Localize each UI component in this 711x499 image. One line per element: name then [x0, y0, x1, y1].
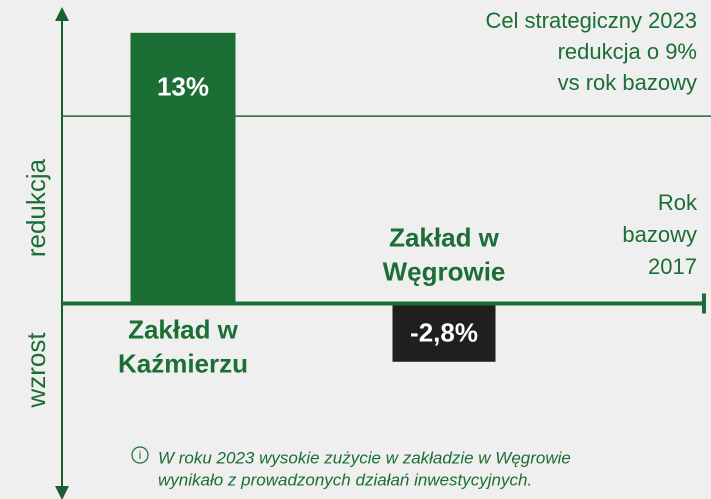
target-label: vs rok bazowy [558, 70, 697, 95]
note: wynikało z prowadzonych działań inwestyc… [158, 470, 532, 489]
value-label: 13% [157, 72, 209, 102]
info-icon-glyph: i [139, 448, 142, 462]
target-label: Cel strategiczny 2023 [485, 8, 697, 33]
target-label: redukcja o 9% [558, 39, 697, 64]
baseline-label: bazowy [622, 222, 697, 247]
axis-label: wzrost [21, 332, 51, 409]
category-label: Zakład w Węgrowie [383, 222, 506, 286]
bar [130, 32, 236, 304]
note: W roku 2023 wysokie zużycie w zakładzie … [158, 448, 571, 467]
category-label: Zakład w Kaźmierzu [118, 314, 248, 378]
axis-label: redukcja [21, 158, 51, 257]
info-icon [131, 446, 149, 464]
bar [392, 303, 496, 362]
baseline-label: Rok [658, 190, 698, 215]
baseline-label: 2017 [648, 254, 697, 279]
value-label: -2,8% [410, 317, 478, 347]
